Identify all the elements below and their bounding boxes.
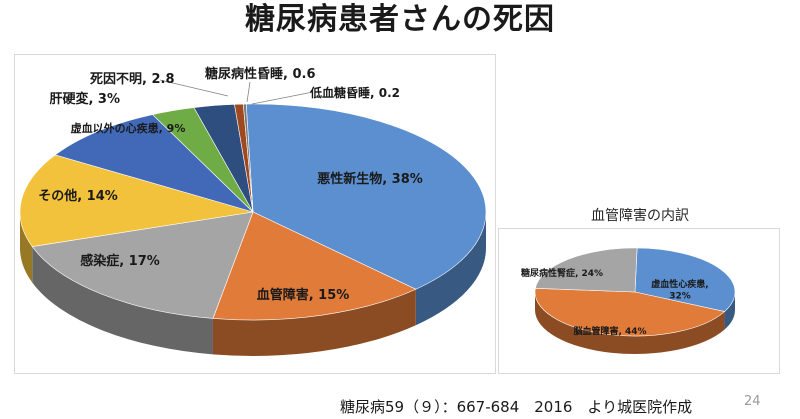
pie-slice-5 (54, 114, 254, 213)
slice-label-4: その他, 14% (38, 188, 118, 204)
pie-slice-9 (242, 103, 254, 213)
citation: 糖尿病59（９）：667-684 2016 より城医院作成 (340, 398, 693, 416)
pie-slice-side (724, 292, 735, 330)
slice-label-3: 感染症, 17% (80, 253, 160, 269)
pie-slice-3 (31, 211, 254, 319)
sub-pie-labels: 虚血性心疾患, 32% 脳血管障害, 44% 糖尿病性腎症, 24% (521, 267, 709, 337)
sub-slice-label-1: 虚血性心疾患, 32% (651, 278, 708, 301)
sub-slice-label-2: 脳血管障害, 44% (572, 325, 646, 337)
pie-slice-side (212, 289, 416, 356)
leader-line (246, 81, 251, 103)
pie-slice-side (535, 292, 725, 355)
main-pie-chart: 悪性新生物, 38% 血管障害, 15% 感染症, 17% その他, 14% 虚血以外の… (19, 66, 487, 356)
sub-slice-label-3: 糖尿病性腎症, 24% (521, 267, 603, 279)
main-pie-labels: 悪性新生物, 38% 血管障害, 15% 感染症, 17% その他, 14% 虚血以外の… (38, 66, 423, 303)
slice-label-5: 虚血以外の心疾患, 9% (71, 121, 186, 135)
sub-pie-chart: 虚血性心疾患, 32% 脳血管障害, 44% 糖尿病性腎症, 24% (521, 247, 736, 355)
leader-lines (159, 79, 314, 105)
slide-title: 糖尿病患者さんの死因 (245, 2, 555, 37)
slice-label-7: 死因不明, 2.8 (90, 72, 175, 87)
slice-label-9: 低血糖昏睡, 0.2 (309, 85, 400, 100)
slice-label-8: 糖尿病性昏睡, 0.6 (205, 66, 316, 82)
page-number: 24 (744, 394, 761, 409)
pie-slice-2 (212, 211, 417, 321)
pie-slice-4 (19, 154, 254, 247)
leader-line (159, 79, 229, 97)
sub-chart-title: 血管障害の内訳 (591, 208, 689, 224)
pie-side-walls (535, 292, 735, 355)
pie-slice-side (415, 212, 486, 326)
leader-line (251, 91, 314, 105)
slice-label-2: 血管障害, 15% (257, 287, 350, 303)
slice-label-6: 肝硬変, 3% (49, 91, 120, 107)
pie-slice-1 (245, 103, 487, 290)
slice-label-1: 悪性新生物, 38% (317, 171, 423, 187)
pie-slice-3 (534, 247, 638, 293)
pie-slice-1 (634, 247, 736, 312)
pie-slice-2 (534, 288, 726, 337)
pie-slice-side (32, 246, 213, 355)
